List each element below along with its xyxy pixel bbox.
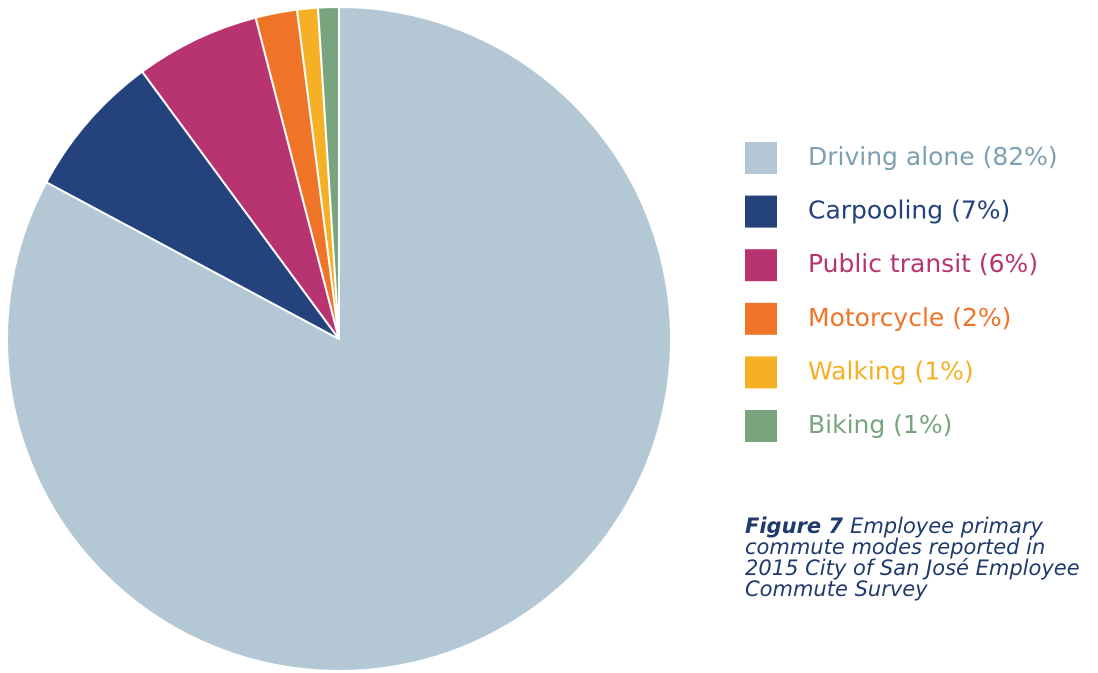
caption-line: Figure 7 Employee primary [745, 514, 1044, 538]
legend-label: Motorcycle (2%) [808, 303, 1011, 332]
caption-text: Employee primary [850, 514, 1043, 538]
caption-label: Figure 7 [745, 514, 843, 538]
legend-label: Public transit (6%) [808, 249, 1038, 278]
legend-swatch [745, 302, 777, 335]
pie-slice [45, 70, 340, 340]
legend-swatch [745, 356, 777, 389]
caption-line: commute modes reported in [745, 535, 1045, 559]
caption-line: Commute Survey [745, 577, 928, 601]
legend-label: Carpooling (7%) [808, 196, 1010, 225]
legend-swatch [745, 195, 777, 228]
legend: Driving alone (82%) Carpooling (7%) Public… [745, 142, 1058, 442]
pie-slice [316, 6, 340, 340]
caption-line: 2015 City of San José Employee [745, 556, 1080, 580]
legend-swatch [745, 142, 777, 174]
legend-swatch [745, 249, 777, 282]
legend-label: Walking (1%) [808, 356, 974, 385]
pie-slice [141, 16, 340, 340]
pie [6, 6, 672, 672]
legend-label: Biking (1%) [808, 410, 952, 439]
legend-swatch [745, 410, 777, 442]
legend-label: Driving alone (82%) [808, 142, 1058, 171]
